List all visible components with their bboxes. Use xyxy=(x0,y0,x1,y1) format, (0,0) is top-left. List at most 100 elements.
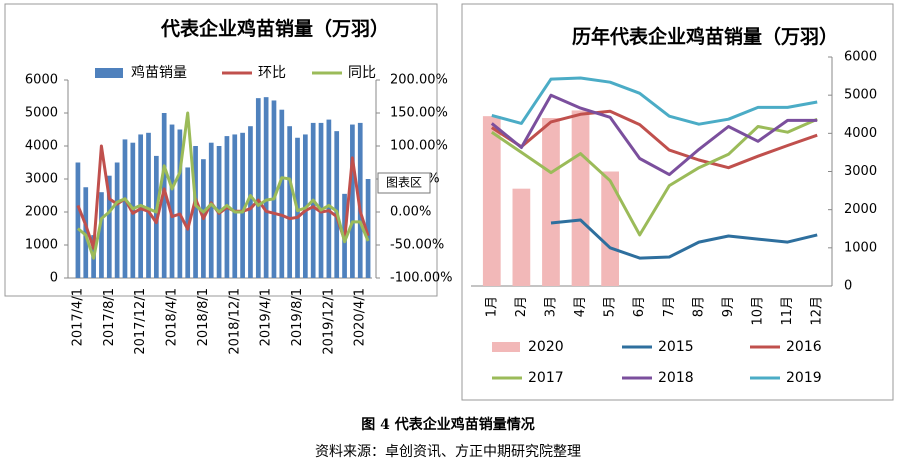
y2-tick-label: -100.00% xyxy=(390,271,453,286)
y-tick-label: 3000 xyxy=(844,164,877,179)
x-tick-label: 3月 xyxy=(543,296,558,317)
bar xyxy=(75,162,81,278)
bar xyxy=(177,129,183,278)
x-tick-label: 2019/8/1 xyxy=(290,288,305,346)
y-tick-label: 1000 xyxy=(844,240,877,255)
bar xyxy=(240,132,245,278)
bar xyxy=(334,131,340,278)
bar xyxy=(365,179,371,278)
legend-swatch xyxy=(492,342,520,352)
bar xyxy=(482,116,501,287)
legend-label: 2018 xyxy=(658,370,694,386)
y-tick-label: 5000 xyxy=(844,88,877,103)
y-tick-label: 4000 xyxy=(25,139,58,154)
x-tick-label: 9月 xyxy=(721,296,736,317)
bar xyxy=(318,122,324,279)
legend-label: 2016 xyxy=(786,339,822,355)
bar xyxy=(287,126,293,278)
y2-tick-label: 200.00% xyxy=(390,73,448,88)
caption: 图 4 代表企业鸡苗销量情况 xyxy=(361,416,535,433)
bar xyxy=(208,142,214,278)
x-tick-label: 2018/4/1 xyxy=(165,288,180,346)
y-tick-label: 2000 xyxy=(844,202,877,217)
left-panel xyxy=(4,3,438,297)
bar xyxy=(263,97,269,278)
y-tick-label: 2000 xyxy=(25,205,58,220)
legend-label: 2017 xyxy=(528,370,564,386)
series-line xyxy=(550,218,818,260)
y-tick-label: 4000 xyxy=(844,126,877,141)
series-line xyxy=(76,144,370,250)
x-tick-label: 6月 xyxy=(632,296,647,317)
bar xyxy=(106,175,112,278)
x-tick-label: 4月 xyxy=(573,296,588,317)
x-tick-label: 2019/12/1 xyxy=(321,288,336,355)
x-tick-label: 7月 xyxy=(662,296,677,317)
series-line xyxy=(491,76,818,126)
bar xyxy=(571,110,590,286)
series-line xyxy=(490,109,818,170)
x-tick-label: 2020/4/1 xyxy=(353,288,368,346)
legend-label: 2015 xyxy=(658,339,694,355)
x-tick-label: 2018/12/1 xyxy=(227,288,242,355)
annotation: 图表区 xyxy=(386,176,422,190)
bar xyxy=(542,118,560,286)
legend-label: 2019 xyxy=(786,370,822,386)
series-line xyxy=(76,111,370,260)
x-tick-label: 10月 xyxy=(751,296,766,326)
y-tick-label: 3000 xyxy=(25,172,58,187)
y-tick-label: 1000 xyxy=(25,238,58,253)
bar xyxy=(279,109,285,278)
series-line xyxy=(490,93,818,177)
legend-swatch xyxy=(95,68,123,78)
y2-tick-label: 100.00% xyxy=(390,139,448,154)
y2-tick-label: 150.00% xyxy=(390,106,448,121)
right-panel xyxy=(461,3,894,401)
chart-title: 历年代表企业鸡苗销量（万羽） xyxy=(572,25,838,48)
series-line xyxy=(490,117,818,237)
bar xyxy=(271,100,277,279)
annotation-box xyxy=(377,172,431,194)
bar xyxy=(357,122,363,279)
bar xyxy=(255,98,261,279)
legend-label: 同比 xyxy=(348,65,376,81)
bar xyxy=(83,187,89,278)
x-tick-label: 12月 xyxy=(810,296,825,326)
y2-tick-label: -50.00% xyxy=(390,238,444,253)
bar xyxy=(326,119,332,278)
source: 资料来源：卓创资讯、方正中期研究院整理 xyxy=(315,444,581,460)
x-tick-label: 2017/4/1 xyxy=(70,288,85,346)
bar xyxy=(185,167,191,278)
bar xyxy=(99,192,104,278)
y-tick-label: 6000 xyxy=(844,50,877,65)
bar xyxy=(232,134,238,278)
legend-label: 2020 xyxy=(528,339,564,355)
legend-label: 环比 xyxy=(258,65,286,81)
y-tick-label: 6000 xyxy=(25,73,58,88)
bar xyxy=(601,171,619,286)
chart-title: 代表企业鸡苗销量（万羽） xyxy=(160,17,389,40)
x-tick-label: 2018/8/1 xyxy=(196,288,211,346)
x-tick-label: 2019/4/1 xyxy=(259,288,274,346)
x-tick-label: 11月 xyxy=(780,296,795,326)
y2-tick-label: 0.00% xyxy=(390,205,431,220)
x-tick-label: 2017/12/1 xyxy=(133,288,148,355)
bar xyxy=(248,126,253,278)
x-tick-label: 5月 xyxy=(603,296,618,317)
bar xyxy=(169,124,175,278)
y-tick-label: 5000 xyxy=(25,106,58,121)
bar xyxy=(114,162,120,278)
x-tick-label: 8月 xyxy=(691,296,706,317)
y-tick-label: 0 xyxy=(50,271,58,286)
x-tick-label: 2017/8/1 xyxy=(102,288,117,346)
bar xyxy=(146,132,151,278)
bar xyxy=(512,188,531,286)
bar xyxy=(350,124,355,278)
bar xyxy=(122,139,128,278)
legend-label: 鸡苗销量 xyxy=(131,64,187,81)
x-tick-label: 2月 xyxy=(514,296,529,317)
x-tick-label: 1月 xyxy=(484,296,499,317)
y-tick-label: 0 xyxy=(844,279,852,294)
